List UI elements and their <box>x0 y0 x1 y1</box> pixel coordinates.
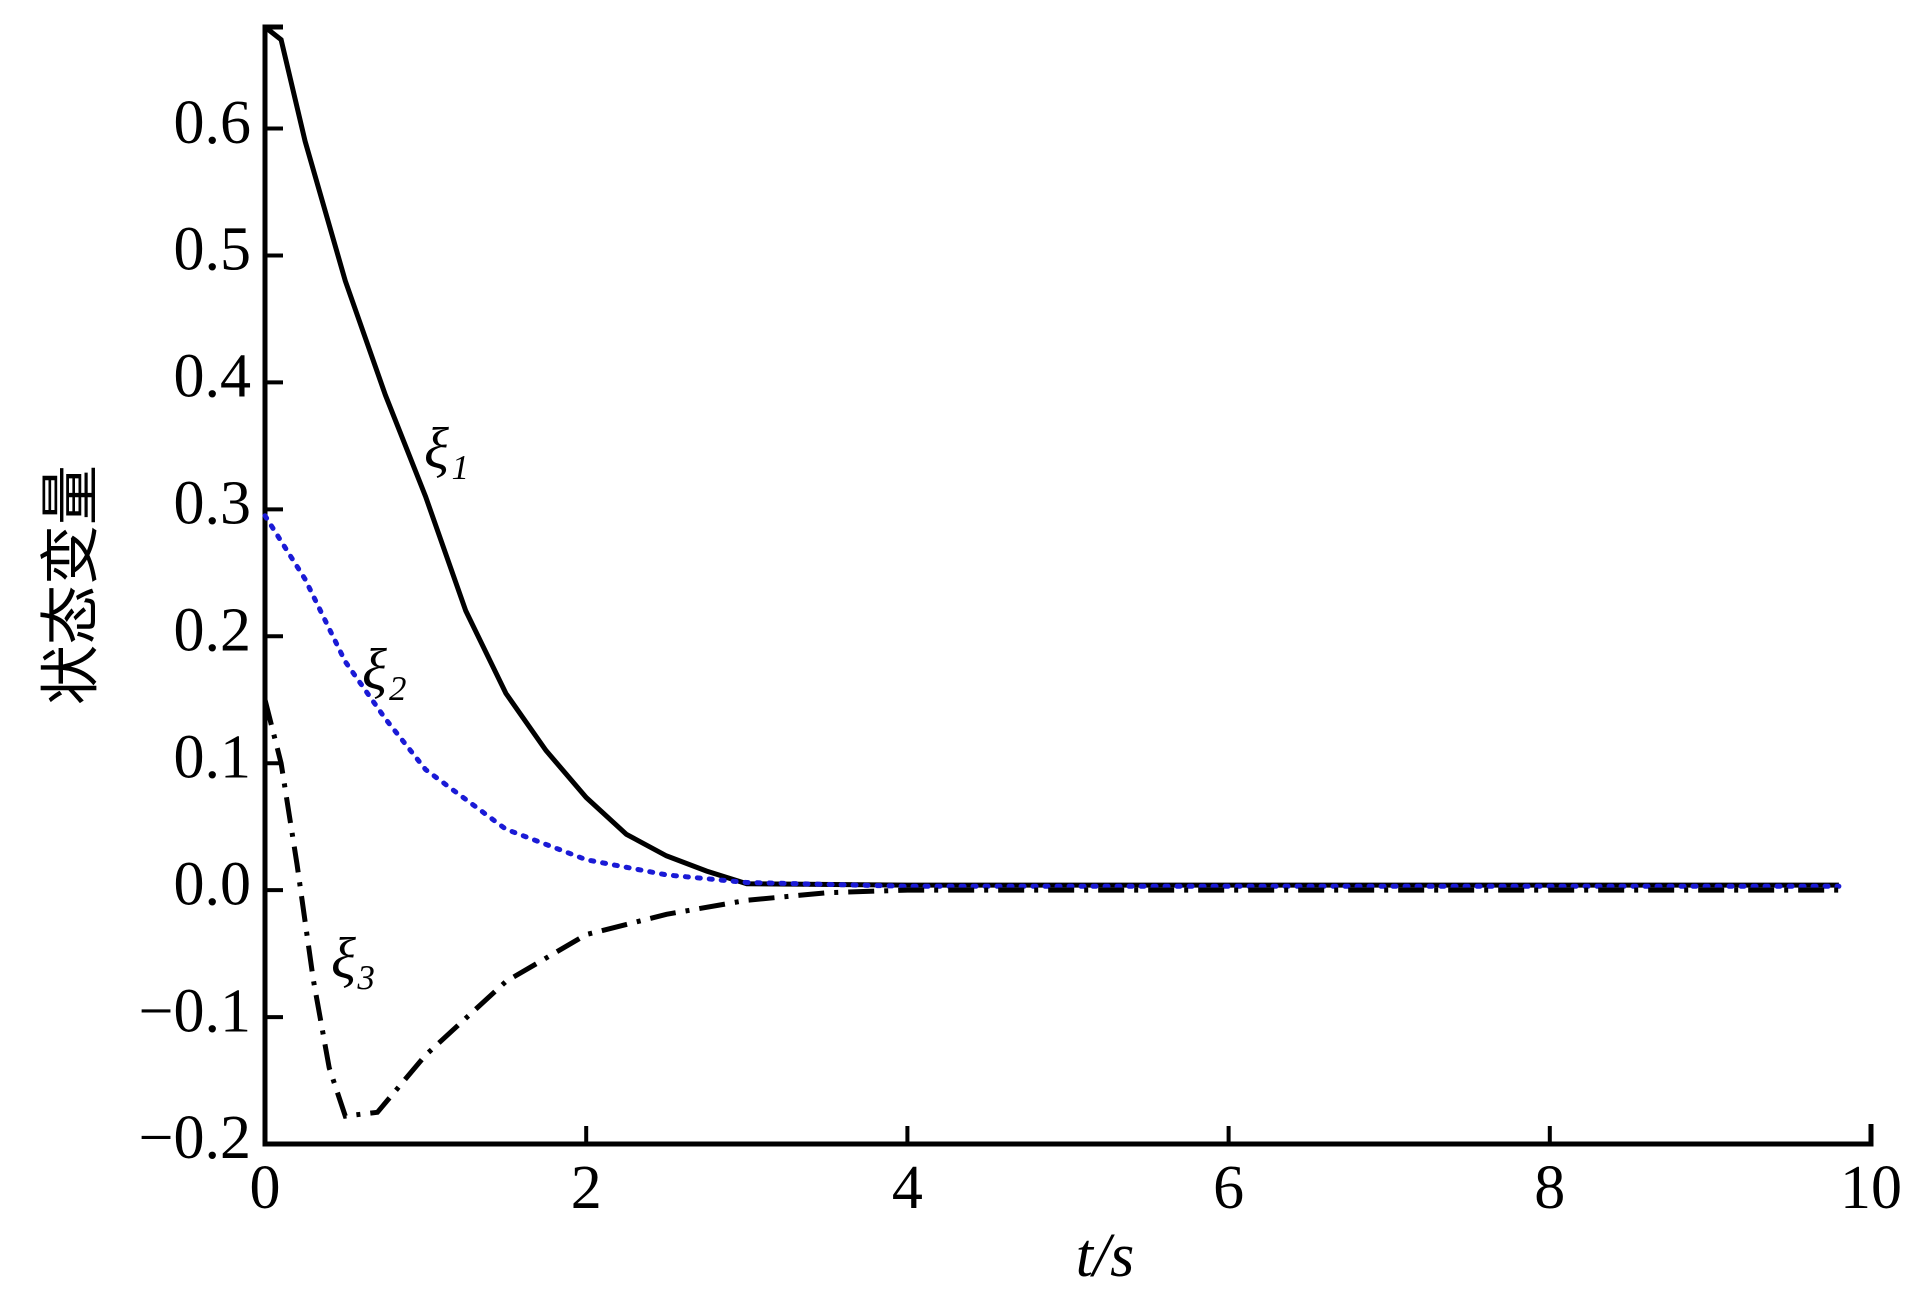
series-line <box>262 699 1839 1119</box>
y-tick-label: 0.1 <box>174 723 252 791</box>
x-tick-label: 8 <box>1534 1154 1565 1222</box>
y-axis-label: 状态变量 <box>37 465 107 705</box>
series-label: ξ₂ <box>362 636 407 701</box>
x-axis-label: t/s <box>1076 1222 1135 1290</box>
series-label: ξ₃ <box>331 925 376 990</box>
y-tick-label: 0.5 <box>174 216 252 284</box>
x-tick-label: 2 <box>571 1154 602 1222</box>
y-tick-label: −0.2 <box>139 1104 251 1172</box>
y-tick-label: −0.1 <box>139 977 251 1045</box>
y-tick-label: 0.4 <box>174 343 252 411</box>
axis-line <box>262 24 1874 1147</box>
series-label: ξ₁ <box>424 415 469 480</box>
series-line <box>263 25 1839 888</box>
series-line <box>262 513 1842 889</box>
x-tick-label: 0 <box>250 1154 281 1222</box>
x-tick-label: 10 <box>1840 1154 1902 1222</box>
y-tick-label: 0.2 <box>174 597 252 665</box>
x-tick-label: 6 <box>1213 1154 1244 1222</box>
y-tick-label: 0.0 <box>174 850 252 918</box>
y-tick-label: 0.3 <box>174 470 252 538</box>
y-tick-label: 0.6 <box>174 89 252 157</box>
x-tick-label: 4 <box>892 1154 923 1222</box>
